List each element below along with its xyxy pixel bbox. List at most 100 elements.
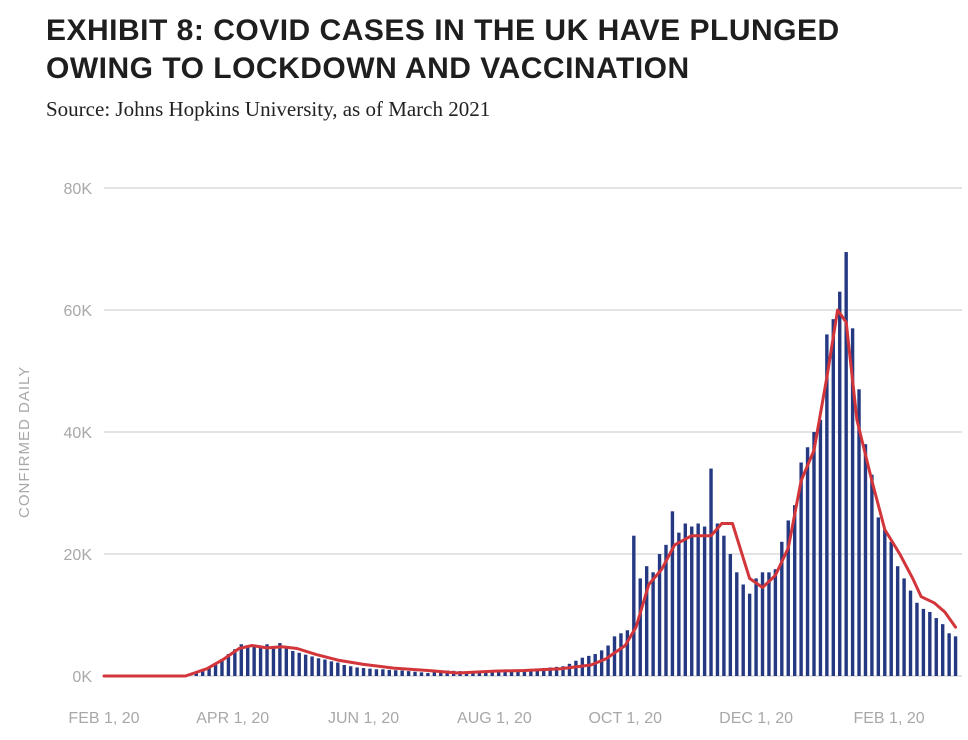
bar [542,668,546,676]
bar [374,669,379,676]
bar [484,671,488,676]
bar [239,644,243,676]
bar [915,602,919,676]
bar [760,572,765,676]
bar [690,526,694,676]
bar [477,671,482,676]
x-tick-label: JUN 1, 20 [328,710,399,727]
bar [889,541,893,676]
source-subtitle: Source: Johns Hopkins University, as of … [46,97,491,121]
bar [265,644,269,676]
bar [792,505,797,676]
bar [355,667,359,676]
bar [303,654,308,676]
bar [670,511,675,676]
bar [831,319,835,676]
x-tick-label: FEB 1, 20 [853,710,924,727]
bar [876,517,881,676]
bar [947,633,951,676]
y-tick-label: 80K [64,181,93,198]
bar [857,389,861,676]
bar [844,252,848,677]
bar [934,618,938,676]
x-axis-ticks: FEB 1, 20 APR 1, 20 JUN 1, 20 AUG 1, 20 OCT … [68,710,924,727]
bar [310,656,314,676]
y-tick-label: 0K [72,669,92,686]
bar [432,671,437,676]
bar [786,520,790,676]
page-title: EXHIBIT 8: COVID CASES IN THE UK HAVE PL… [46,14,840,85]
bar [838,291,842,676]
bar [271,647,276,676]
bar [394,670,398,676]
bar [336,662,340,676]
bar [728,554,733,676]
bar [953,636,958,676]
bar [246,645,250,676]
bar [702,526,707,676]
bar [940,624,945,676]
bar [529,668,533,676]
bar [612,636,617,676]
x-tick-label: OCT 1, 20 [588,710,662,727]
line-series [102,308,958,678]
bar [664,544,668,676]
bar [805,447,810,676]
bar [252,645,256,676]
bar [516,669,520,676]
bar [644,566,649,676]
bar [220,658,224,676]
bar [619,633,623,676]
bar [902,578,906,676]
bar [406,671,411,676]
bar [567,663,572,676]
bar [381,669,385,676]
bar [638,578,642,676]
x-tick-label: DEC 1, 20 [719,710,793,727]
bar [419,672,424,676]
bar [657,554,662,676]
bar [895,566,900,676]
y-axis-ticks: 0K 20K 40K 60K 80K [64,181,93,686]
bar [683,523,687,676]
bar [522,669,527,676]
bar [754,578,758,676]
x-tick-label: AUG 1, 20 [457,710,532,727]
bar [780,541,784,676]
bar [715,523,720,676]
bar [561,666,565,676]
bar [651,572,655,676]
bar [709,468,713,676]
bar [632,535,636,676]
bar [548,667,552,676]
bar [207,668,211,676]
bar [439,671,443,676]
moving-average-line [102,308,958,678]
bar [368,668,372,676]
bar [863,444,868,676]
bar [361,668,366,676]
bar [503,670,507,676]
bar [908,590,913,676]
bar [722,535,726,676]
bar [496,670,501,676]
bar [677,532,681,676]
bar [812,432,816,676]
bar [747,593,752,676]
bar [490,670,494,676]
bar [226,654,231,676]
bar [625,630,630,676]
bar [825,334,829,676]
bar [316,658,321,676]
bar [291,650,295,676]
bar [509,669,514,676]
bar [297,652,301,676]
bar [599,650,604,676]
bar [735,572,739,676]
x-tick-label: APR 1, 20 [196,710,269,727]
bar [323,659,327,676]
bar [200,670,205,676]
x-tick-label: FEB 1, 20 [68,710,139,727]
bar [574,660,578,676]
y-tick-label: 20K [64,547,93,564]
